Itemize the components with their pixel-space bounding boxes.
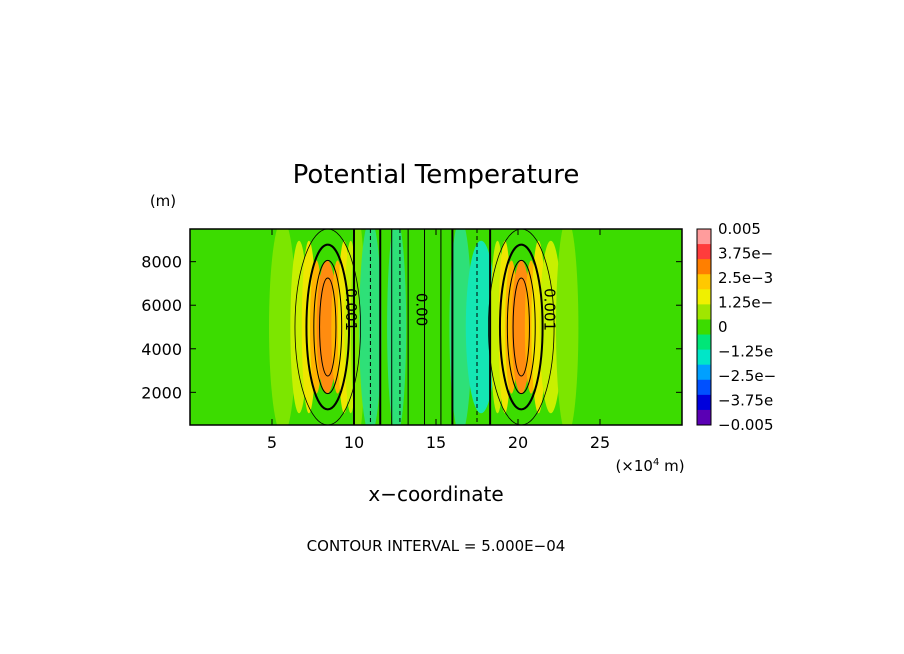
field-cell-15 [465, 240, 497, 414]
colorbar-segment-3 [697, 274, 711, 290]
field-cell-14 [449, 229, 472, 425]
colorbar-segment-4 [697, 289, 711, 305]
contour-interval-text: CONTOUR INTERVAL = 5.000E−04 [307, 537, 566, 555]
contour-label-2: 0.001 [540, 288, 558, 331]
colorbar-segment-8 [697, 349, 711, 366]
colorbar-segment-11 [697, 394, 711, 411]
colorbar-segment-5 [697, 304, 711, 320]
colorbar-label-4: 0 [718, 318, 728, 336]
field-cell-1 [269, 229, 297, 425]
colorbar-label-1: 3.75e− [718, 245, 773, 263]
x-tick-label-0: 5 [267, 433, 277, 452]
x-tick-label-1: 10 [344, 433, 364, 452]
colorbar-segment-12 [697, 409, 711, 426]
contour-labels: 0.001 0.00 0.001 [342, 288, 558, 331]
blob-contour-0-0 [294, 229, 361, 425]
field-cell-12 [387, 229, 407, 425]
colorbar-segment-7 [697, 334, 711, 351]
field-cell-23 [556, 229, 579, 425]
blob-contour-1-3 [512, 277, 530, 377]
x-tick-label-4: 25 [590, 433, 610, 452]
y-unit-label: (m) [150, 192, 176, 210]
colorbar-label-8: −0.005 [718, 416, 774, 434]
contour-label-0: 0.001 [342, 288, 360, 331]
y-tick-label-3: 8000 [141, 253, 182, 272]
x-tick-label-3: 20 [508, 433, 528, 452]
x-axis-label: x−coordinate [368, 482, 503, 506]
x-unit-label: (×104 m) [615, 457, 684, 475]
contour-fill-field [190, 229, 682, 425]
colorbar-label-0: 0.005 [718, 220, 761, 238]
x-unit-exponent: 4 [653, 457, 659, 468]
colorbar-label-2: 2.5e−3 [718, 269, 773, 287]
x-tick-label-2: 15 [426, 433, 446, 452]
blob-contour-1-0 [488, 229, 555, 425]
blob-contour-1-2 [506, 259, 536, 395]
colorbar-frame [696, 228, 712, 426]
colorbar-segment-1 [697, 244, 711, 260]
blob-contour-0-2 [313, 259, 343, 395]
colorbar-segment-0 [697, 229, 711, 245]
colorbar-labels: 0.005 3.75e− 2.5e−3 1.25e− 0 −1.25e −2.5e− −3.7… [718, 220, 776, 434]
y-tick-label-1: 4000 [141, 340, 182, 359]
colorbar [696, 228, 712, 426]
colorbar-label-3: 1.25e− [718, 294, 773, 312]
y-axis-ticks: 2000 4000 6000 8000 [141, 253, 682, 402]
colorbar-label-5: −1.25e [718, 343, 773, 361]
y-tick-label-0: 2000 [141, 383, 182, 402]
contour-label-1: 0.00 [412, 293, 430, 326]
blob-contour-0-3 [319, 277, 337, 377]
field-background [190, 229, 682, 425]
colorbar-segment-2 [697, 259, 711, 275]
chart-title: Potential Temperature [293, 160, 580, 190]
contour-lines [294, 229, 555, 425]
y-tick-label-2: 6000 [141, 296, 182, 315]
colorbar-label-6: −2.5e− [718, 367, 776, 385]
colorbar-segment-6 [697, 319, 711, 336]
field-cell-22 [539, 240, 562, 414]
x-unit-prefix: (×10 [615, 457, 653, 475]
colorbar-segment-10 [697, 379, 711, 396]
colorbar-label-7: −3.75e [718, 392, 773, 410]
x-axis-ticks: 5 10 15 20 25 [267, 229, 610, 452]
blob-contour-0-1 [305, 243, 351, 411]
blob-contour-1-1 [498, 243, 544, 411]
x-unit-suffix: m) [659, 457, 684, 475]
colorbar-segment-9 [697, 364, 711, 381]
